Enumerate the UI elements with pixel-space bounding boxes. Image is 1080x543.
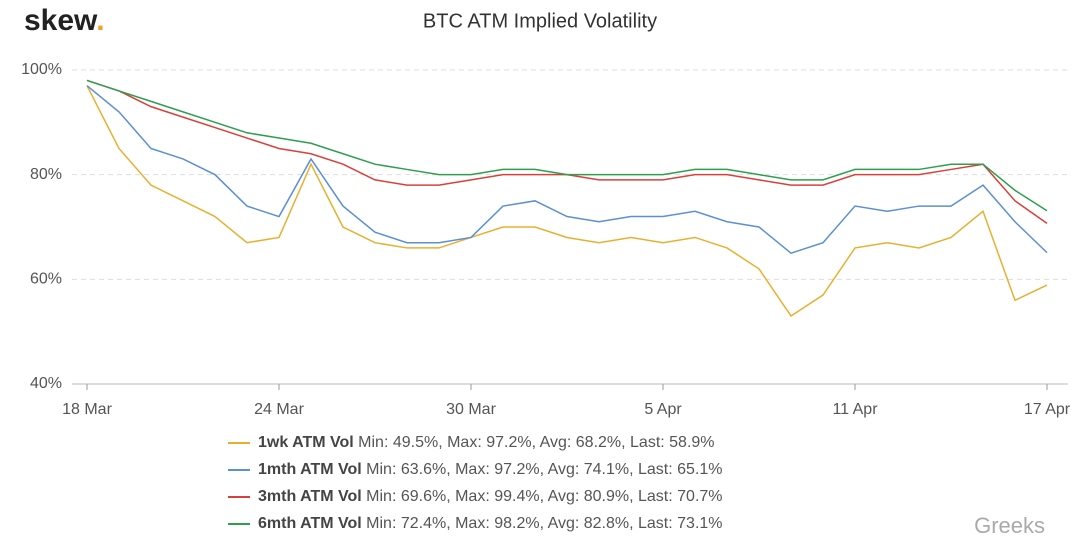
legend-name: 6mth ATM Vol bbox=[258, 515, 362, 532]
series-line bbox=[86, 85, 1048, 255]
series-line bbox=[86, 79, 1048, 224]
x-tick-label: 5 Apr bbox=[644, 401, 682, 418]
brand: skew. bbox=[24, 4, 105, 37]
x-tick-label: 24 Mar bbox=[254, 401, 304, 418]
legend-name: 1mth ATM Vol bbox=[258, 461, 362, 478]
legend-stats: Min: 63.6%, Max: 97.2%, Avg: 74.1%, Last… bbox=[366, 461, 722, 478]
legend-stats: Min: 69.6%, Max: 99.4%, Avg: 80.9%, Last… bbox=[366, 488, 722, 505]
legend-entry: 6mth ATM Vol Min: 72.4%, Max: 98.2%, Avg… bbox=[258, 515, 723, 532]
x-tick-label: 11 Apr bbox=[832, 401, 878, 418]
legend-entry: 3mth ATM Vol Min: 69.6%, Max: 99.4%, Avg… bbox=[258, 488, 723, 505]
series-line bbox=[86, 79, 1048, 212]
y-tick-label: 80% bbox=[30, 166, 62, 183]
brand-name: skew bbox=[24, 4, 98, 37]
x-tick-label: 30 Mar bbox=[446, 401, 496, 418]
legend-stats: Min: 72.4%, Max: 98.2%, Avg: 82.8%, Last… bbox=[366, 515, 722, 532]
y-tick-label: 100% bbox=[21, 61, 62, 78]
watermark: Greeks bbox=[974, 513, 1045, 538]
legend-name: 1wk ATM Vol bbox=[258, 434, 354, 451]
series-line bbox=[86, 85, 1048, 317]
legend-name: 3mth ATM Vol bbox=[258, 488, 362, 505]
legend-entry: 1mth ATM Vol Min: 63.6%, Max: 97.2%, Avg… bbox=[258, 461, 723, 478]
x-tick-label: 18 Mar bbox=[62, 401, 112, 418]
x-tick-label: 17 Apr bbox=[1024, 401, 1071, 418]
brand-dot: . bbox=[96, 4, 104, 37]
chart-title: BTC ATM Implied Volatility bbox=[423, 10, 657, 32]
y-tick-label: 40% bbox=[30, 375, 62, 392]
legend-entry: 1wk ATM Vol Min: 49.5%, Max: 97.2%, Avg:… bbox=[258, 434, 715, 451]
legend-stats: Min: 49.5%, Max: 97.2%, Avg: 68.2%, Last… bbox=[358, 434, 714, 451]
y-tick-label: 60% bbox=[30, 271, 62, 288]
